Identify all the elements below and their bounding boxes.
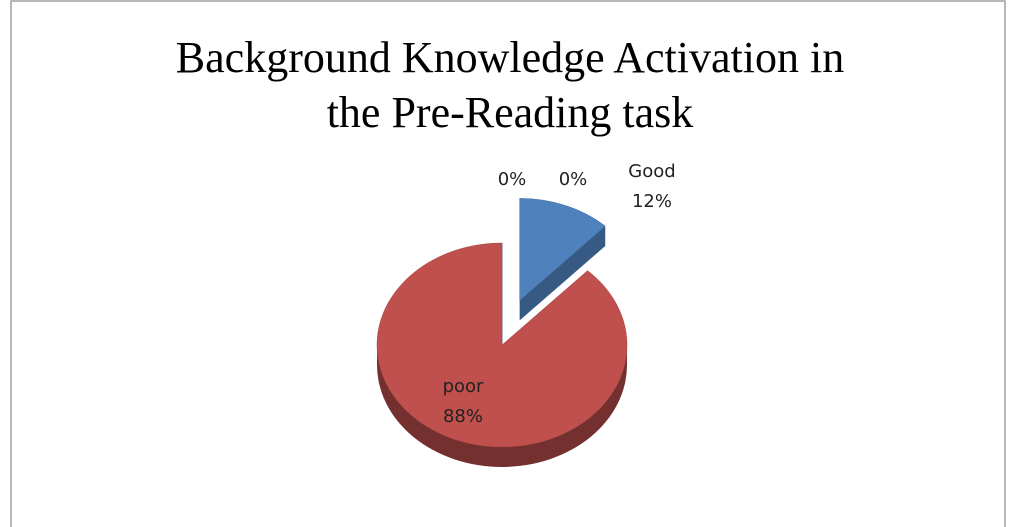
slice-side [519,226,606,321]
slice [376,242,628,448]
value-label: 12% [632,191,672,212]
slice [519,198,606,301]
value-label: 0% [498,169,527,190]
value-label: 88% [443,406,483,427]
slice-side [377,345,627,467]
chart-title: the Pre-Reading task [327,88,694,137]
chart-title: Background Knowledge Activation in [176,33,844,82]
category-label: Good [628,161,675,182]
category-label: poor [443,376,484,397]
value-label: 0% [559,169,588,190]
